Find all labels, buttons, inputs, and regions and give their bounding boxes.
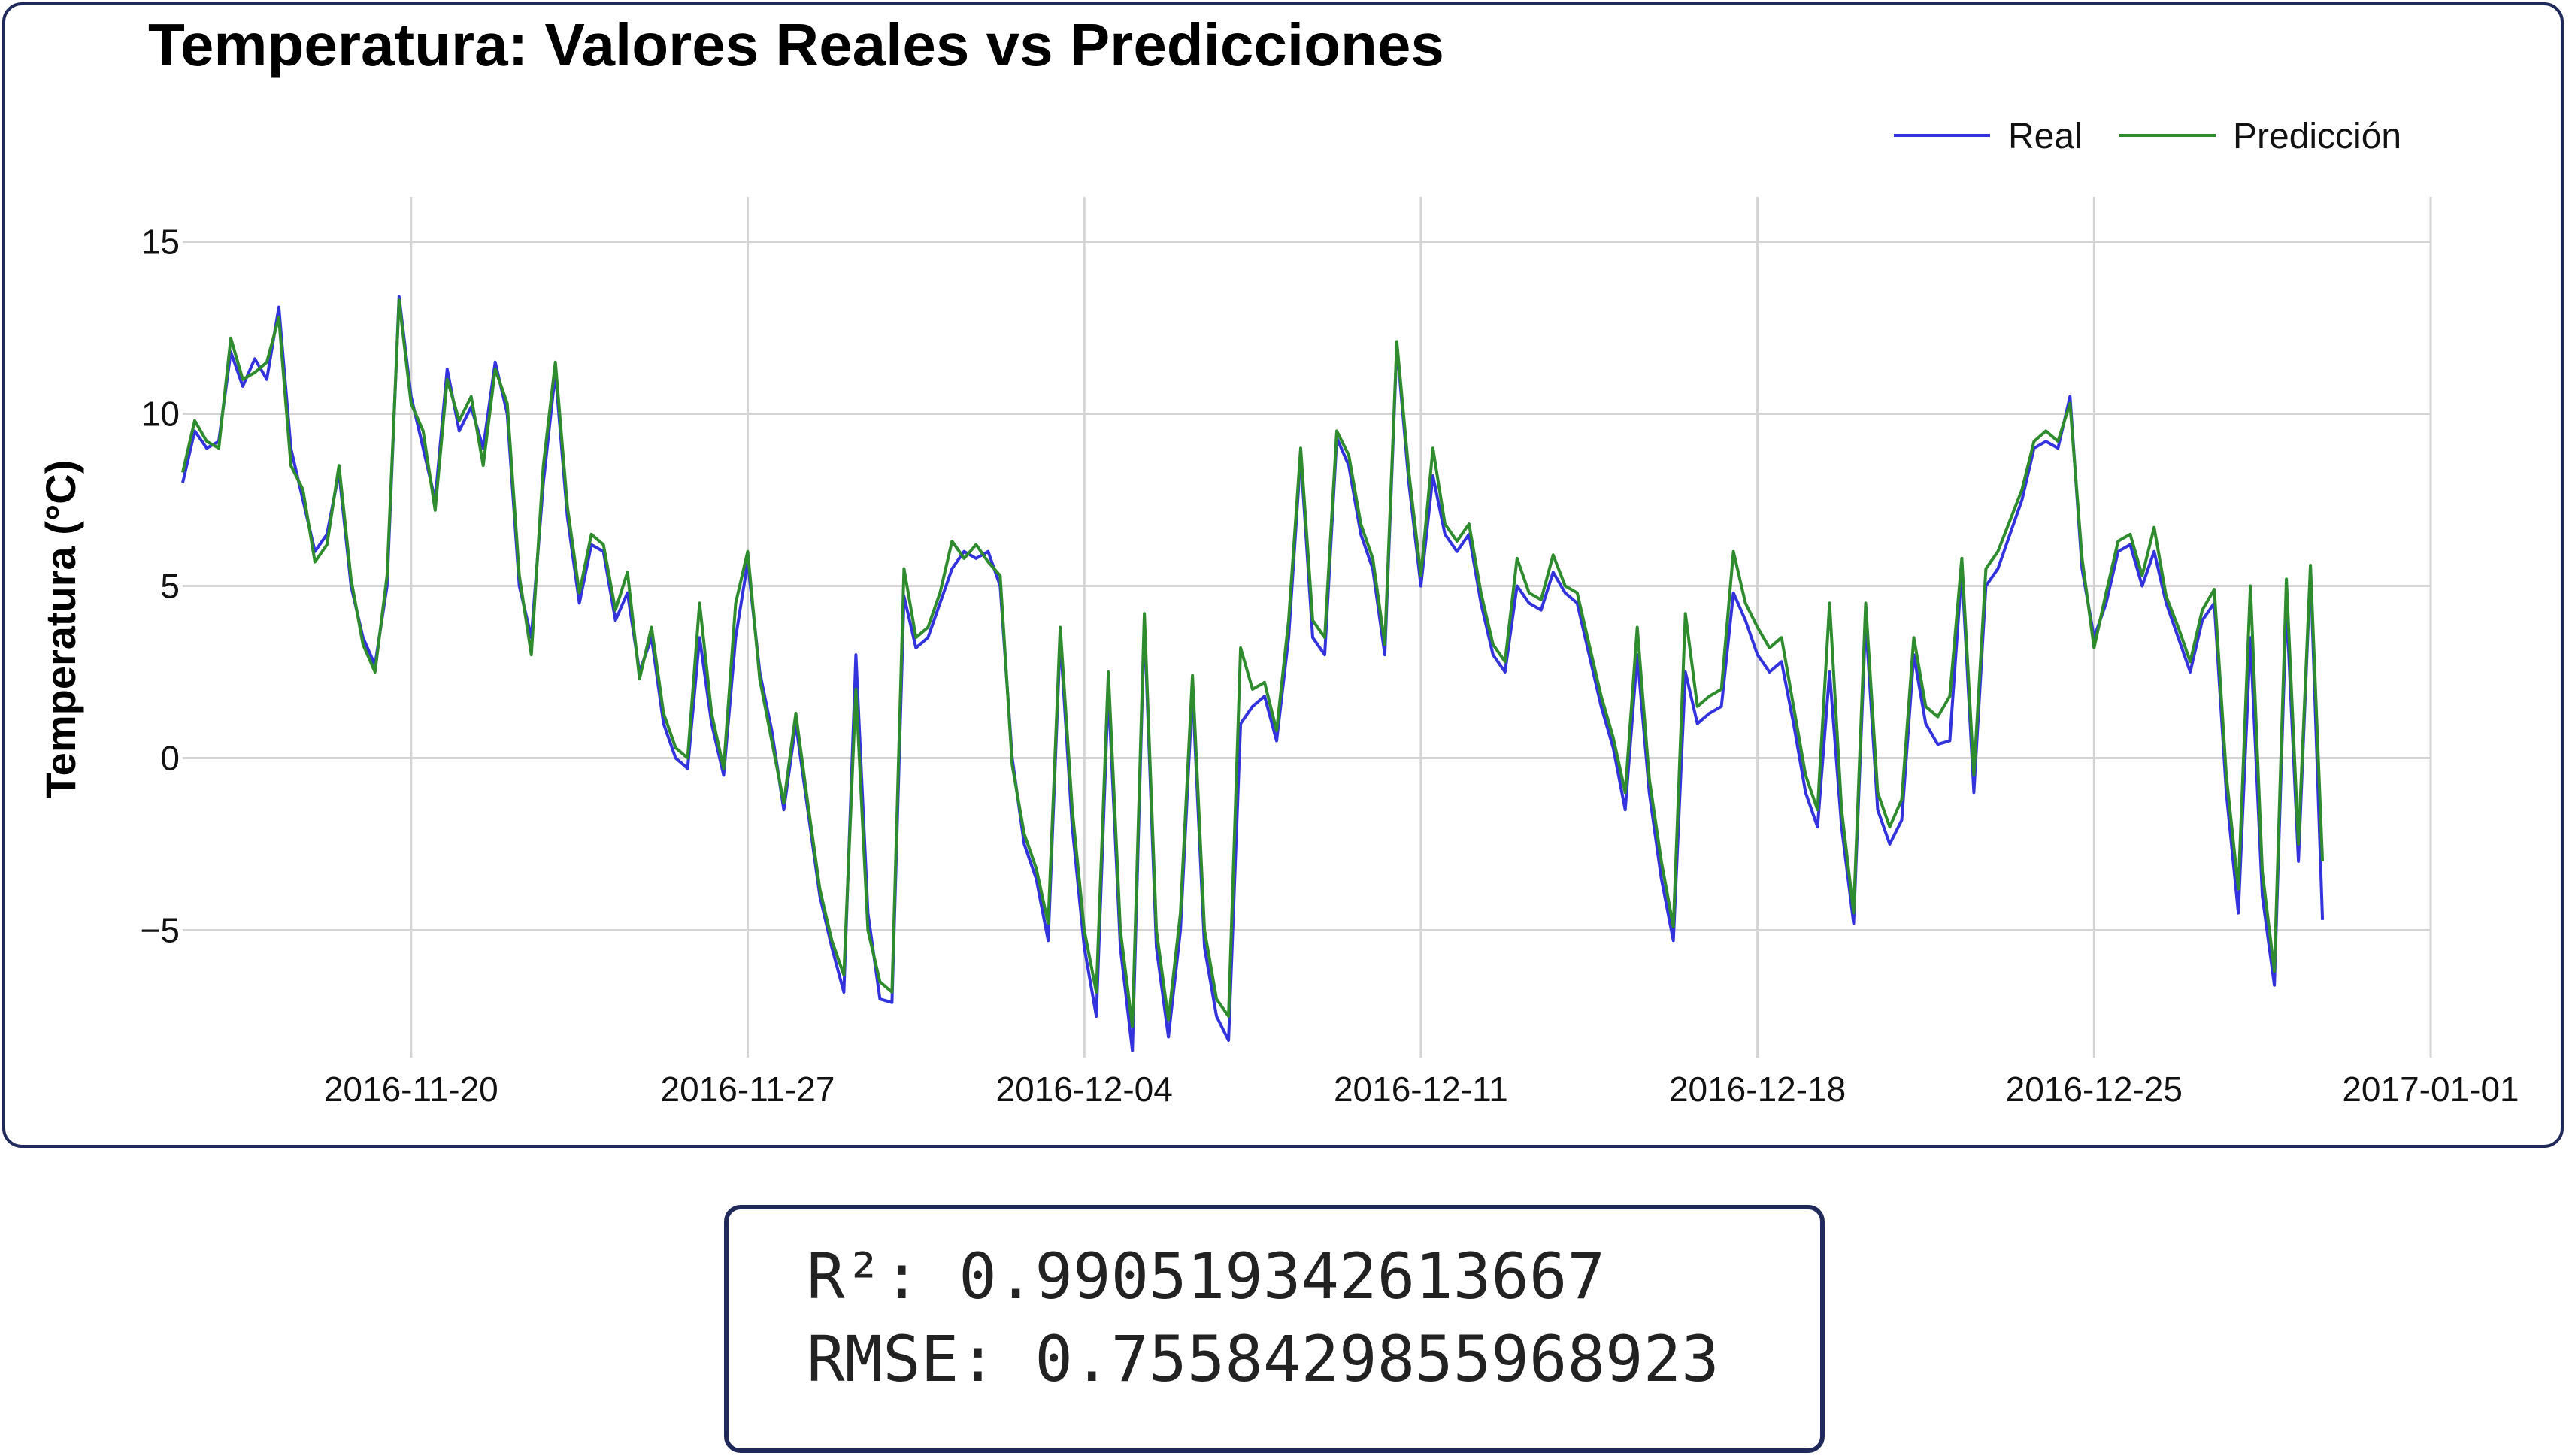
legend-label-prediccion: Predicción — [2233, 117, 2401, 156]
x-tick-label: 2016-12-04 — [996, 1070, 1173, 1109]
x-tick-label: 2017-01-01 — [2342, 1070, 2519, 1109]
x-tick-label: 2016-12-25 — [2006, 1070, 2183, 1109]
metrics-card: R²: 0.990519342613667 RMSE: 0.7558429855… — [724, 1205, 1825, 1453]
legend-label-real: Real — [2008, 117, 2083, 156]
axis-labels: 15 10 5 0 −5 2016-11-20 2016-11-27 2016-12-04 20… — [141, 222, 2519, 1109]
y-tick-label: 10 — [141, 395, 180, 434]
r2-metric: R²: 0.990519342613667 — [807, 1240, 1606, 1313]
x-tick-label: 2016-12-11 — [1334, 1070, 1508, 1109]
chart-legend: Real Predicción — [1894, 117, 2401, 156]
x-tick-label: 2016-12-18 — [1669, 1070, 1846, 1109]
series-line-prediccion — [181, 298, 2325, 1028]
chart-card: 15 10 5 0 −5 2016-11-20 2016-11-27 2016-12-04 20… — [2, 2, 2564, 1148]
y-tick-label: 0 — [160, 739, 180, 778]
rmse-metric: RMSE: 0.7558429855968923 — [807, 1322, 1719, 1396]
y-tick-label: 15 — [141, 222, 180, 262]
y-tick-label: −5 — [141, 911, 180, 950]
series-line-real — [181, 295, 2325, 1052]
series-lines — [181, 295, 2325, 1052]
temperature-chart: 15 10 5 0 −5 2016-11-20 2016-11-27 2016-12-04 20… — [37, 11, 2519, 1109]
chart-title: Temperatura: Valores Reales vs Prediccio… — [148, 11, 1444, 78]
x-tick-label: 2016-11-27 — [661, 1070, 835, 1109]
y-axis-label: Temperatura (°C) — [37, 460, 84, 799]
y-tick-label: 5 — [160, 567, 180, 606]
x-tick-label: 2016-11-20 — [324, 1070, 498, 1109]
